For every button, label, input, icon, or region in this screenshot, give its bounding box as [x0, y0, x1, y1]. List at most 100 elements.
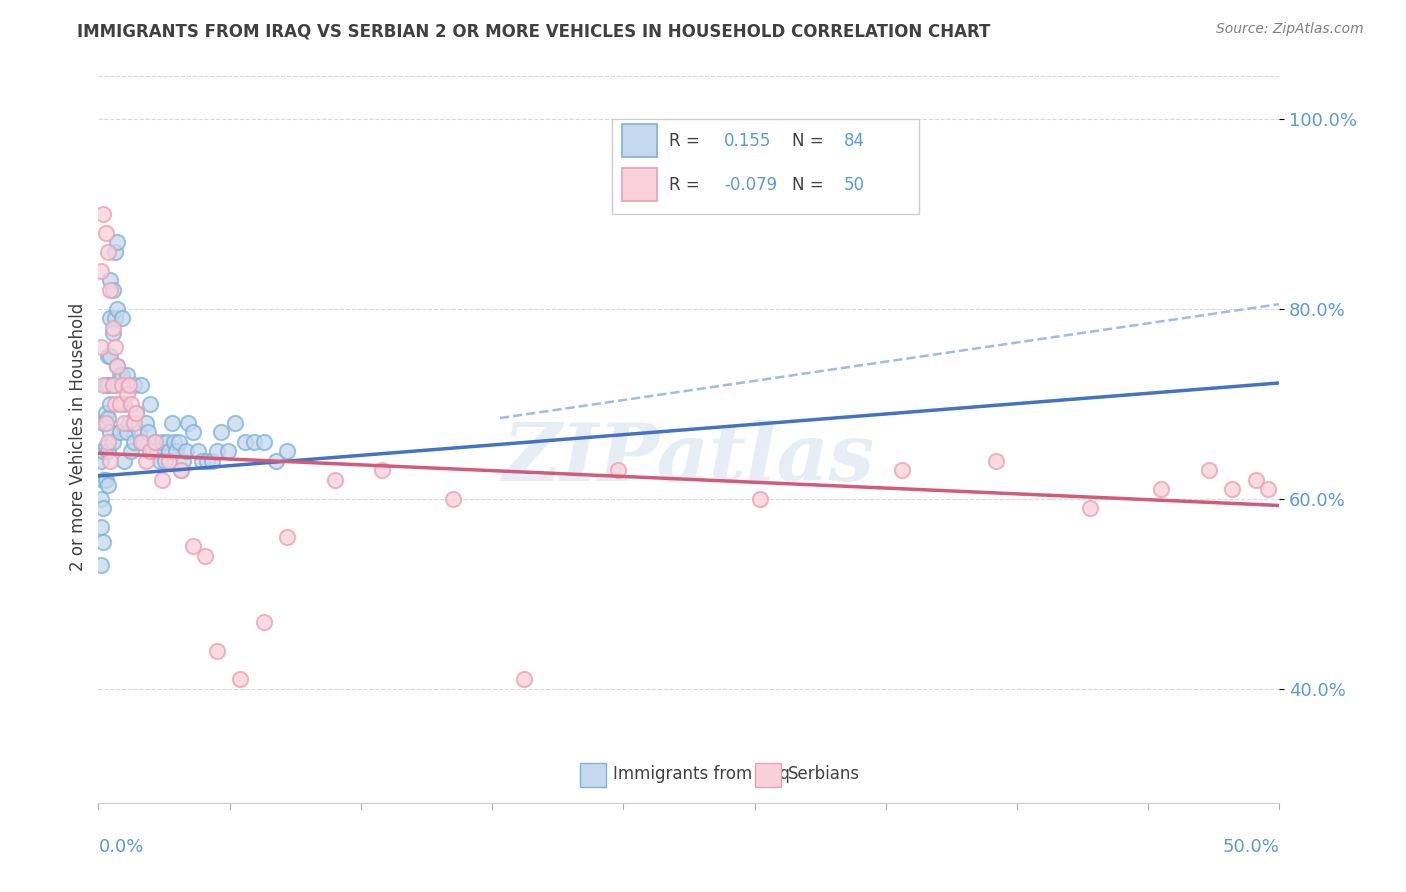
Point [191, 454, 214, 468]
Point [187, 444, 209, 458]
Point [94, 473, 117, 487]
Text: 0.155: 0.155 [724, 132, 772, 150]
Point [108, 368, 131, 383]
Point [323, 473, 346, 487]
Point [108, 397, 131, 411]
Point [167, 434, 190, 449]
FancyBboxPatch shape [621, 124, 657, 157]
Point [94, 377, 117, 392]
Point [98, 397, 121, 411]
Point [136, 425, 159, 440]
Point [118, 377, 141, 392]
Point [90, 264, 112, 278]
Point [101, 283, 124, 297]
Point [139, 444, 162, 458]
Point [139, 397, 162, 411]
Point [150, 473, 173, 487]
Point [276, 444, 298, 458]
Point [108, 425, 131, 440]
Point [224, 416, 246, 430]
Point [217, 444, 239, 458]
Point [1150, 483, 1173, 497]
Point [170, 463, 193, 477]
Point [128, 425, 150, 440]
Point [195, 454, 218, 468]
Point [98, 425, 121, 440]
Point [98, 283, 121, 297]
Point [115, 387, 138, 401]
Point [105, 301, 128, 316]
Point [160, 416, 183, 430]
Point [264, 454, 287, 468]
Text: R =: R = [669, 132, 700, 150]
Point [233, 434, 256, 449]
Point [209, 425, 232, 440]
Point [104, 397, 127, 411]
Point [115, 425, 138, 440]
Point [111, 368, 134, 383]
Text: IMMIGRANTS FROM IRAQ VS SERBIAN 2 OR MORE VEHICLES IN HOUSEHOLD CORRELATION CHAR: IMMIGRANTS FROM IRAQ VS SERBIAN 2 OR MOR… [77, 22, 991, 40]
Point [170, 463, 193, 477]
Point [94, 416, 117, 430]
Point [97, 444, 120, 458]
Point [118, 416, 141, 430]
Point [97, 434, 120, 449]
Point [98, 349, 121, 363]
Point [105, 235, 128, 250]
Point [122, 434, 145, 449]
Point [104, 340, 127, 354]
Text: 50.0%: 50.0% [1223, 838, 1279, 856]
Point [122, 377, 145, 392]
Point [132, 434, 155, 449]
Point [139, 444, 162, 458]
Point [105, 359, 128, 373]
Y-axis label: 2 or more Vehicles in Household: 2 or more Vehicles in Household [69, 303, 87, 571]
Point [91, 501, 114, 516]
Point [98, 454, 121, 468]
Point [101, 434, 124, 449]
Point [174, 444, 197, 458]
Text: N =: N = [792, 176, 824, 194]
Point [98, 311, 121, 326]
Point [1257, 483, 1279, 497]
Point [104, 244, 127, 259]
Point [135, 454, 157, 468]
Text: 84: 84 [844, 132, 865, 150]
Point [142, 444, 165, 458]
Point [104, 311, 127, 326]
Point [97, 244, 120, 259]
Point [146, 444, 169, 458]
Point [125, 406, 148, 420]
Point [90, 491, 112, 506]
Point [91, 534, 114, 549]
Text: Serbians: Serbians [789, 764, 860, 782]
Point [748, 491, 770, 506]
Point [97, 477, 120, 491]
Text: ZIPatlas: ZIPatlas [503, 420, 875, 498]
Point [441, 491, 464, 506]
Point [194, 549, 217, 563]
Point [149, 454, 172, 468]
Point [90, 454, 112, 468]
Text: R =: R = [669, 176, 700, 194]
Text: -0.079: -0.079 [724, 176, 778, 194]
Point [94, 406, 117, 420]
Text: 50: 50 [844, 176, 865, 194]
Point [105, 359, 128, 373]
Point [153, 454, 176, 468]
Point [143, 434, 166, 449]
Point [205, 444, 228, 458]
Point [91, 207, 114, 221]
Point [122, 416, 145, 430]
Point [157, 454, 180, 468]
Point [253, 615, 276, 630]
Text: N =: N = [792, 132, 824, 150]
Point [101, 321, 124, 335]
Point [607, 463, 630, 477]
Point [150, 434, 173, 449]
Point [135, 416, 157, 430]
Point [129, 434, 152, 449]
Point [101, 377, 124, 392]
Point [512, 673, 534, 687]
Point [1220, 483, 1243, 497]
